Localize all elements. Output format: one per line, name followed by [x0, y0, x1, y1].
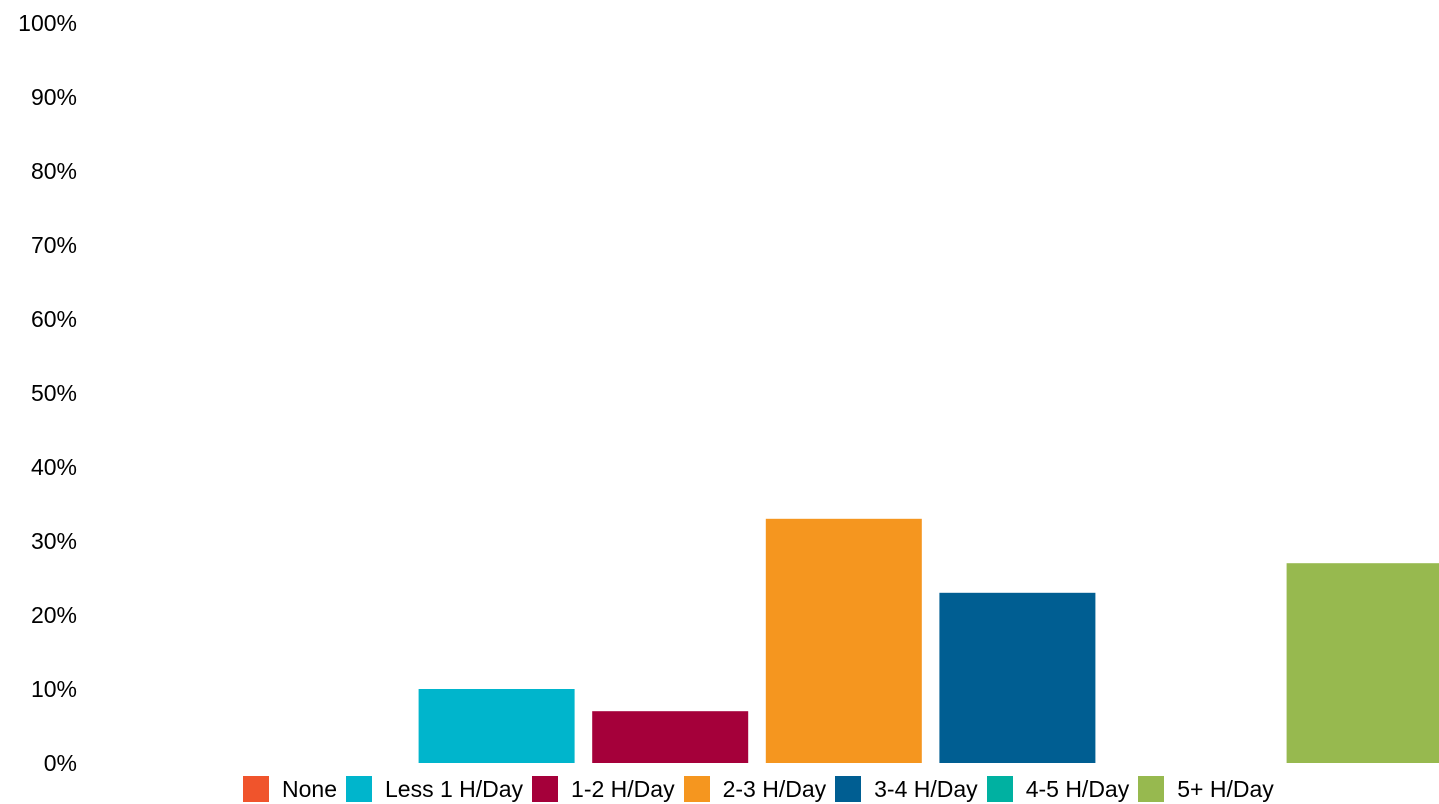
y-tick-label: 70%	[31, 232, 77, 258]
legend-item: 4-5 H/Day	[986, 775, 1130, 803]
bar-1	[418, 689, 575, 763]
legend-swatch	[986, 776, 1013, 802]
y-tick-label: 0%	[44, 750, 77, 774]
legend-item: Less 1 H/Day	[345, 775, 524, 803]
y-tick-label: 20%	[31, 602, 77, 628]
legend-label: 4-5 H/Day	[1025, 775, 1130, 802]
bar-chart: 0% 10% 20% 30% 40% 50% 60% 70% 80% 90% 100%	[18, 10, 1439, 774]
y-tick-label: 30%	[31, 528, 77, 554]
y-tick-label: 80%	[31, 158, 77, 184]
legend-label: Less 1 H/Day	[384, 775, 524, 802]
legend-item: 2-3 H/Day	[683, 775, 827, 803]
legend-item: 5+ H/Day	[1138, 776, 1274, 803]
legend-swatch	[1138, 776, 1165, 802]
legend-item: 1-2 H/Day	[532, 776, 675, 803]
y-axis: 0% 10% 20% 30% 40% 50% 60% 70% 80% 90% 100%	[18, 10, 77, 774]
y-tick-label: 40%	[31, 454, 77, 480]
bar-2	[592, 711, 749, 763]
y-tick-label: 90%	[31, 84, 77, 110]
y-tick-label: 100%	[18, 10, 77, 36]
chart-legend: None Less 1 H/Day 1-2 H/Day 2-3 H/Day 3-4 H/…	[243, 774, 1283, 804]
legend-label: 1-2 H/Day	[571, 775, 675, 802]
bar-3	[765, 518, 922, 763]
legend-item: None	[243, 776, 337, 803]
bar-4	[939, 592, 1096, 763]
legend-label: 2-3 H/Day	[722, 775, 827, 802]
legend-swatch	[243, 776, 269, 802]
y-tick-label: 10%	[31, 676, 77, 702]
legend-swatch	[835, 776, 862, 802]
legend-label: 5+ H/Day	[1177, 775, 1274, 802]
legend-swatch	[345, 776, 372, 802]
y-tick-label: 50%	[31, 380, 77, 406]
legend-swatch	[532, 776, 559, 802]
bar-6	[1286, 563, 1439, 763]
legend-label: 3-4 H/Day	[874, 775, 978, 802]
legend-label: None	[282, 775, 337, 802]
legend-swatch	[683, 776, 710, 802]
legend-item: 3-4 H/Day	[835, 776, 978, 803]
bars	[418, 518, 1439, 763]
y-tick-label: 60%	[31, 306, 77, 332]
